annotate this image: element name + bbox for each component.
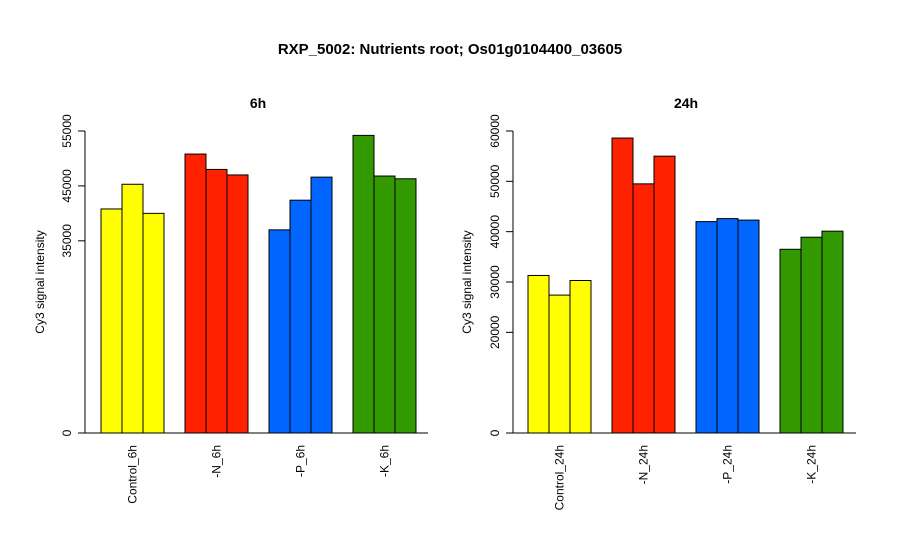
bar--P_6h-2 [289, 199, 312, 434]
bar-Control_6h-3 [142, 212, 165, 434]
bar-Control_6h-1 [100, 208, 123, 434]
bar--N_6h-1 [184, 153, 207, 434]
y-tick-label-6h: 0 [60, 429, 74, 436]
bar--N_24h-1 [611, 137, 634, 434]
bar--N_6h-3 [226, 174, 249, 434]
bar--K_24h-1 [779, 248, 802, 434]
bar--K_24h-2 [800, 236, 823, 434]
bar--P_24h-1 [695, 221, 718, 434]
bar--N_24h-3 [653, 155, 676, 434]
bar--N_24h-2 [632, 183, 655, 434]
bar-Control_6h-2 [121, 183, 144, 434]
x-category-label--P_6h: -P_6h [294, 445, 308, 477]
x-category-label-Control_24h: Control_24h [553, 445, 567, 510]
y-tick-label-24h: 20000 [488, 315, 502, 349]
bar--K_6h-1 [352, 134, 375, 434]
y-tick-label-6h: 45000 [60, 169, 74, 203]
y-axis-label-6h: Cy3 signal intensity [33, 230, 47, 333]
panel-title-6h: 6h [250, 95, 266, 111]
bar--K_6h-2 [373, 175, 396, 434]
bar--P_6h-1 [268, 229, 291, 434]
x-category-label--K_6h: -K_6h [378, 445, 392, 477]
bar--P_6h-3 [310, 176, 333, 434]
x-category-label--P_24h: -P_24h [721, 445, 735, 484]
y-tick-label-6h: 55000 [60, 114, 74, 148]
y-tick-label-24h: 40000 [488, 215, 502, 249]
bar-Control_24h-2 [548, 294, 571, 434]
x-category-label--N_6h: -N_6h [210, 445, 224, 478]
x-category-label--N_24h: -N_24h [637, 445, 651, 484]
y-tick-label-24h: 50000 [488, 164, 502, 198]
bar--P_24h-3 [737, 219, 760, 434]
y-axis-label-24h: Cy3 signal intensity [460, 230, 474, 333]
bar--P_24h-2 [716, 218, 739, 434]
x-category-label--K_24h: -K_24h [805, 445, 819, 484]
bar-Control_24h-3 [569, 279, 592, 434]
bar--K_6h-3 [394, 178, 417, 434]
y-tick-label-6h: 35000 [60, 224, 74, 258]
y-tick-label-24h: 30000 [488, 265, 502, 299]
bar--K_24h-3 [821, 230, 844, 434]
bar-Control_24h-1 [527, 274, 550, 434]
y-tick-label-24h: 0 [488, 429, 502, 436]
y-tick-label-24h: 60000 [488, 114, 502, 148]
x-category-label-Control_6h: Control_6h [126, 445, 140, 504]
bar--N_6h-2 [205, 168, 228, 434]
figure-title: RXP_5002: Nutrients root; Os01g0104400_0… [278, 41, 622, 58]
panel-title-24h: 24h [674, 95, 698, 111]
